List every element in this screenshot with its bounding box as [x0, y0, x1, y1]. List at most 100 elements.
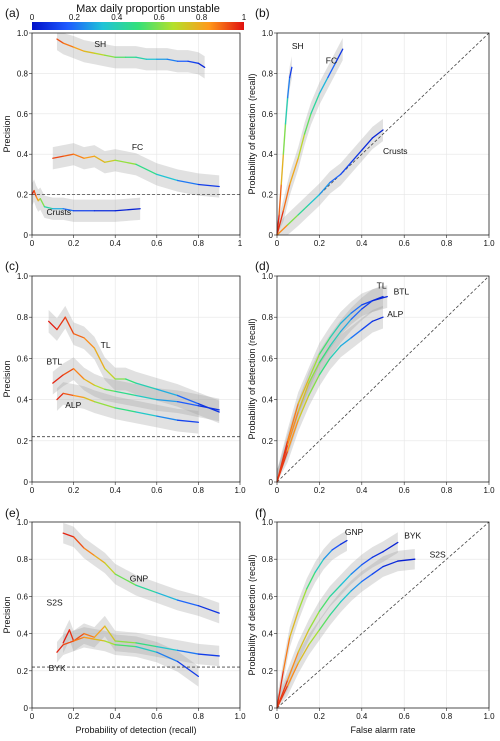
- x-tick-label: 0.6: [151, 712, 163, 721]
- x-tick-label: 0.4: [110, 712, 122, 721]
- series-gnp: [276, 539, 348, 709]
- diagonal-line: [276, 32, 490, 236]
- series-tl: [47, 316, 220, 413]
- colorbar-title: Max daily proportion unstable: [76, 3, 220, 15]
- series-s2s: [276, 558, 416, 709]
- series-segment: [197, 405, 220, 411]
- y-axis-label: Probability of detection (recall): [247, 318, 257, 439]
- series-segment: [176, 660, 200, 678]
- panel-label: (f): [255, 506, 266, 520]
- series-label: TL: [377, 280, 387, 290]
- y-tick-label: 0.8: [262, 69, 274, 78]
- colorbar-tick-label: 0: [30, 13, 35, 22]
- series-label: ALP: [387, 309, 403, 319]
- series-segment: [135, 642, 158, 648]
- series-byk: [276, 541, 399, 709]
- series-segment: [72, 153, 85, 159]
- x-tick-label: 0.2: [68, 486, 80, 495]
- x-tick-label: 0.8: [441, 712, 453, 721]
- series-segment: [72, 333, 85, 339]
- series-segment: [93, 401, 116, 409]
- band-btl: [277, 285, 388, 482]
- band-btl: [52, 357, 220, 422]
- plot-frame: [31, 521, 241, 709]
- series-label: TL: [101, 340, 111, 350]
- series-segment: [83, 547, 96, 557]
- gridlines: [276, 32, 490, 236]
- series-label: Crusts: [383, 146, 408, 156]
- y-tick-label: 0: [269, 478, 274, 487]
- series-segment: [93, 155, 106, 163]
- series-label: GNP: [345, 527, 364, 537]
- series-segment: [114, 390, 137, 397]
- series-segment: [176, 599, 200, 607]
- series-segment: [314, 558, 325, 573]
- series-segment: [308, 610, 321, 631]
- y-tick-label: 0.8: [262, 555, 274, 564]
- series-segment: [197, 183, 220, 188]
- band-tl: [277, 285, 383, 482]
- x-tick-label: 1.0: [234, 486, 246, 495]
- series-segment: [318, 181, 331, 196]
- y-tick-label: 0: [24, 478, 29, 487]
- series-segment: [93, 52, 106, 56]
- series-segment: [83, 378, 96, 386]
- series-segment: [280, 153, 285, 186]
- x-tick-label: 0.2: [314, 239, 326, 248]
- series-segment: [286, 419, 299, 452]
- x-tick-label: 0: [275, 712, 280, 721]
- series-segment: [43, 206, 54, 210]
- series-segment: [114, 407, 137, 413]
- series-segment: [286, 662, 299, 687]
- x-tick-label: 1.0: [234, 712, 246, 721]
- series-segment: [187, 60, 200, 64]
- series-segment: [68, 629, 75, 642]
- series-segment: [104, 368, 116, 380]
- diagonal-line: [276, 521, 490, 709]
- y-tick-label: 1.0: [17, 272, 29, 281]
- x-tick-label: 0.4: [110, 486, 122, 495]
- y-tick-label: 0.6: [17, 592, 29, 601]
- series-segment: [350, 564, 363, 575]
- x-tick-label: 0.8: [441, 486, 453, 495]
- x-tick-label: 0.8: [193, 239, 205, 248]
- series-label: S2S: [47, 598, 63, 608]
- series-segment: [308, 629, 321, 646]
- panels: (a) SH FC Crusts 0 0.2 0.4 0.6 0.8 1 0 0.2 0.4 0.6 0.8…: [2, 6, 495, 735]
- series-segment: [156, 388, 179, 397]
- band-crusts: [277, 118, 383, 235]
- plot-area: [32, 276, 240, 482]
- y-tick-label: 0.4: [262, 630, 274, 639]
- series-segment: [297, 382, 310, 413]
- y-tick-label: 0.4: [262, 396, 274, 405]
- series-label: SH: [94, 39, 106, 49]
- y-tick-label: 0.2: [17, 437, 29, 446]
- x-tick-label: 0: [30, 712, 35, 721]
- series-segment: [284, 96, 289, 125]
- series-segment: [350, 304, 363, 314]
- y-tick-label: 0.6: [262, 110, 274, 119]
- series-label: Crusts: [47, 207, 72, 217]
- series-segment: [176, 401, 200, 407]
- series-segment: [327, 60, 338, 79]
- series-segment: [308, 193, 321, 206]
- series-segment: [276, 210, 285, 236]
- plot-frame: [276, 521, 490, 709]
- series-segment: [371, 129, 384, 139]
- series-label: BTL: [47, 357, 63, 367]
- series-segment: [62, 368, 75, 376]
- series-segment: [339, 539, 348, 545]
- band-byk: [56, 627, 199, 687]
- series-segment: [289, 157, 299, 186]
- panel-a: (a) SH FC Crusts 0 0.2 0.4 0.6 0.8 1 0 0.2 0.4 0.6 0.8…: [2, 6, 243, 248]
- series-segment: [114, 159, 137, 165]
- x-tick-label: 0: [30, 239, 35, 248]
- x-tick-label: 0: [275, 486, 280, 495]
- series-segment: [303, 113, 312, 135]
- series-segment: [93, 638, 106, 642]
- series-segment: [339, 161, 352, 176]
- series-segment: [62, 208, 75, 212]
- series-segment: [33, 189, 37, 198]
- series-segment: [93, 347, 106, 370]
- series-segment: [329, 173, 342, 184]
